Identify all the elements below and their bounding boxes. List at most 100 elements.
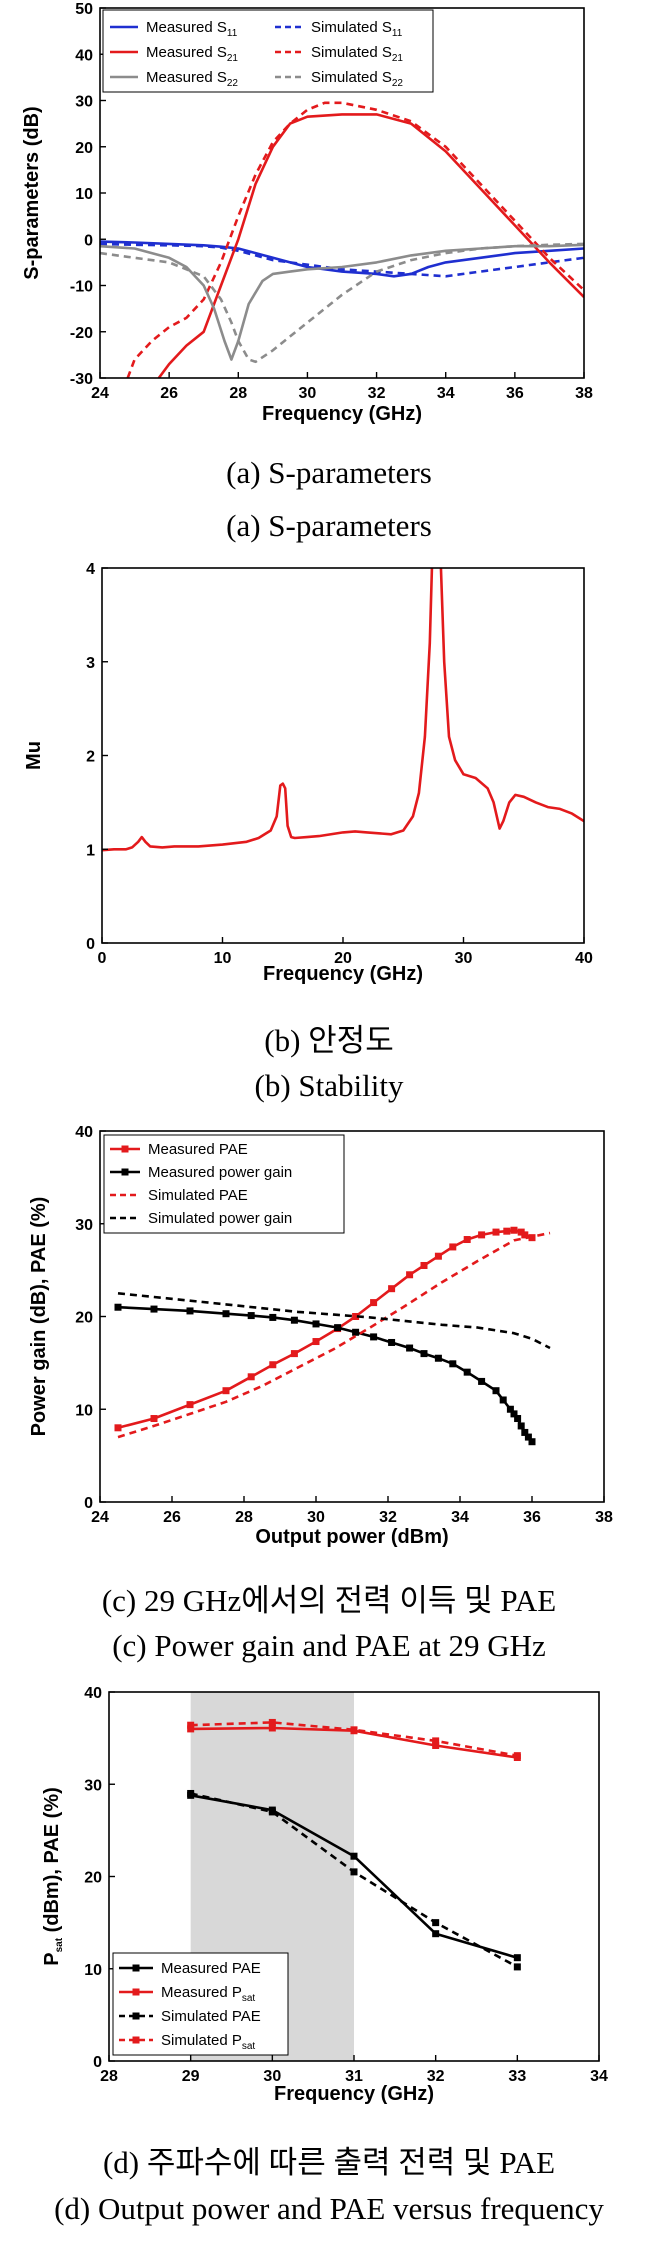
legend-label: Simulated PAE <box>161 2008 261 2025</box>
y-tick-label: 20 <box>75 140 93 157</box>
x-tick-label: 38 <box>575 385 593 402</box>
data-point <box>528 1438 536 1446</box>
x-tick-label: 20 <box>334 950 352 967</box>
series-line-simulated-power-gain <box>117 1292 551 1350</box>
data-point <box>420 1350 428 1358</box>
x-tick-label: 34 <box>451 1509 469 1526</box>
data-point <box>187 1725 195 1733</box>
x-tick-label: 36 <box>523 1509 541 1526</box>
panel-d: 28 29 30 31 32 33 34 0 10 20 30 40 Frequency (GHz) Ps… <box>0 1680 658 2244</box>
data-point <box>247 1373 255 1381</box>
y-tick-label: 4 <box>86 561 95 578</box>
x-tick-label: 40 <box>575 950 593 967</box>
data-point <box>506 1405 514 1413</box>
x-tick-label: 26 <box>163 1509 181 1526</box>
y-axis-label: Psat (dBm), PAE (%) <box>41 1787 65 1966</box>
x-axis-label: Frequency (GHz) <box>262 403 422 425</box>
y-tick-label: 0 <box>93 2054 102 2071</box>
data-point <box>222 1310 230 1318</box>
legend-label: Simulated power gain <box>148 1210 292 1227</box>
data-point <box>449 1360 457 1368</box>
x-tick-label: 31 <box>345 2068 363 2085</box>
legend-marker <box>132 1964 140 1972</box>
data-point <box>432 1737 440 1745</box>
legend-label: Measured S11 <box>146 19 238 39</box>
data-point <box>290 1316 298 1324</box>
data-point <box>186 1307 194 1315</box>
data-point <box>312 1320 320 1328</box>
data-point <box>350 1868 358 1876</box>
y-tick-label: 20 <box>84 1870 102 1887</box>
data-point <box>463 1236 471 1244</box>
data-point <box>432 1919 440 1927</box>
series-line-measured-pae <box>117 1228 533 1430</box>
x-tick-label: 38 <box>595 1509 613 1526</box>
x-tick-label: 36 <box>506 385 524 402</box>
legend: Measured PAE Measured power gain Simulated… <box>103 1134 345 1234</box>
data-point <box>492 1387 500 1395</box>
data-point <box>247 1312 255 1320</box>
data-point <box>388 1338 396 1346</box>
chart-psat-pae-frequency: 28 29 30 31 32 33 34 0 10 20 30 40 Frequency (GHz) Ps… <box>41 1685 608 2105</box>
data-point <box>513 1954 521 1962</box>
legend-label: Simulated S21 <box>311 44 403 64</box>
data-point <box>513 1752 521 1760</box>
data-point <box>521 1231 529 1239</box>
series-line-measured-s22 <box>100 243 584 361</box>
y-tick-label: -20 <box>70 325 93 342</box>
x-axis-label: Frequency (GHz) <box>274 2083 434 2105</box>
caption-d-line1: (d) 주파수에 따른 출력 전력 및 PAE <box>102 2145 556 2180</box>
x-tick-label: 29 <box>182 2068 200 2085</box>
legend-label: Measured power gain <box>148 1164 292 1181</box>
legend-label: Simulated S11 <box>311 19 403 39</box>
legend-label: Measured Psat <box>161 1984 255 2004</box>
y-tick-label: 50 <box>75 1 93 18</box>
data-point <box>517 1228 525 1236</box>
series-line-simulated-s21 <box>126 101 584 378</box>
chart-stability: 0 10 20 30 40 0 1 2 3 4 Frequency (GHz) Mu <box>23 561 593 985</box>
legend-box <box>103 1134 345 1234</box>
x-tick-label: 34 <box>437 385 455 402</box>
plot-frame <box>101 567 585 944</box>
data-point <box>350 1852 358 1860</box>
legend-label: Measured S22 <box>146 69 238 89</box>
x-tick-label: 0 <box>98 950 107 967</box>
data-point <box>268 1724 276 1732</box>
data-point <box>432 1742 440 1750</box>
data-point <box>510 1226 518 1234</box>
legend-box <box>112 1952 289 2056</box>
x-tick-label: 30 <box>299 385 317 402</box>
y-tick-label: 3 <box>86 655 95 672</box>
data-point <box>370 1299 378 1307</box>
y-tick-label: 30 <box>75 1217 93 1234</box>
caption-b-line2: (b) Stability <box>254 1068 404 1103</box>
caption-a-line1: (a) S-parameters <box>226 455 432 490</box>
data-point <box>334 1324 342 1332</box>
series-line-simulated-psat <box>190 1721 518 1757</box>
data-point <box>350 1726 358 1734</box>
data-point <box>268 1718 276 1726</box>
data-point <box>478 1377 486 1385</box>
data-point <box>492 1228 500 1236</box>
y-tick-label: 40 <box>75 1124 93 1141</box>
panel-a: 24 26 28 30 32 34 36 38 -30 -20 -10 0 10 20 30 40 50 Freq… <box>0 0 658 560</box>
data-point <box>434 1354 442 1362</box>
legend-label: Simulated Psat <box>161 2032 255 2052</box>
x-tick-label: 24 <box>91 1509 109 1526</box>
legend-marker <box>132 1988 140 1996</box>
panel-b: 0 10 20 30 40 0 1 2 3 4 Frequency (GHz) Mu (b) 안정도 … <box>0 560 658 1120</box>
legend-label: Measured S21 <box>146 44 238 64</box>
y-tick-label: 1 <box>86 842 95 859</box>
legend: Measured S11 Simulated S11 Measured S21 Sim… <box>102 9 434 93</box>
y-tick-label: 0 <box>84 232 93 249</box>
legend-marker <box>132 2012 140 2020</box>
legend-box <box>102 9 434 93</box>
legend-marker <box>132 2036 140 2044</box>
caption-d-line2: (d) Output power and PAE versus frequenc… <box>54 2191 604 2226</box>
x-tick-label: 28 <box>229 385 247 402</box>
data-point <box>268 1808 276 1816</box>
data-point <box>370 1333 378 1341</box>
data-point <box>150 1305 158 1313</box>
legend-marker <box>121 1145 129 1153</box>
y-tick-label: 20 <box>75 1310 93 1327</box>
